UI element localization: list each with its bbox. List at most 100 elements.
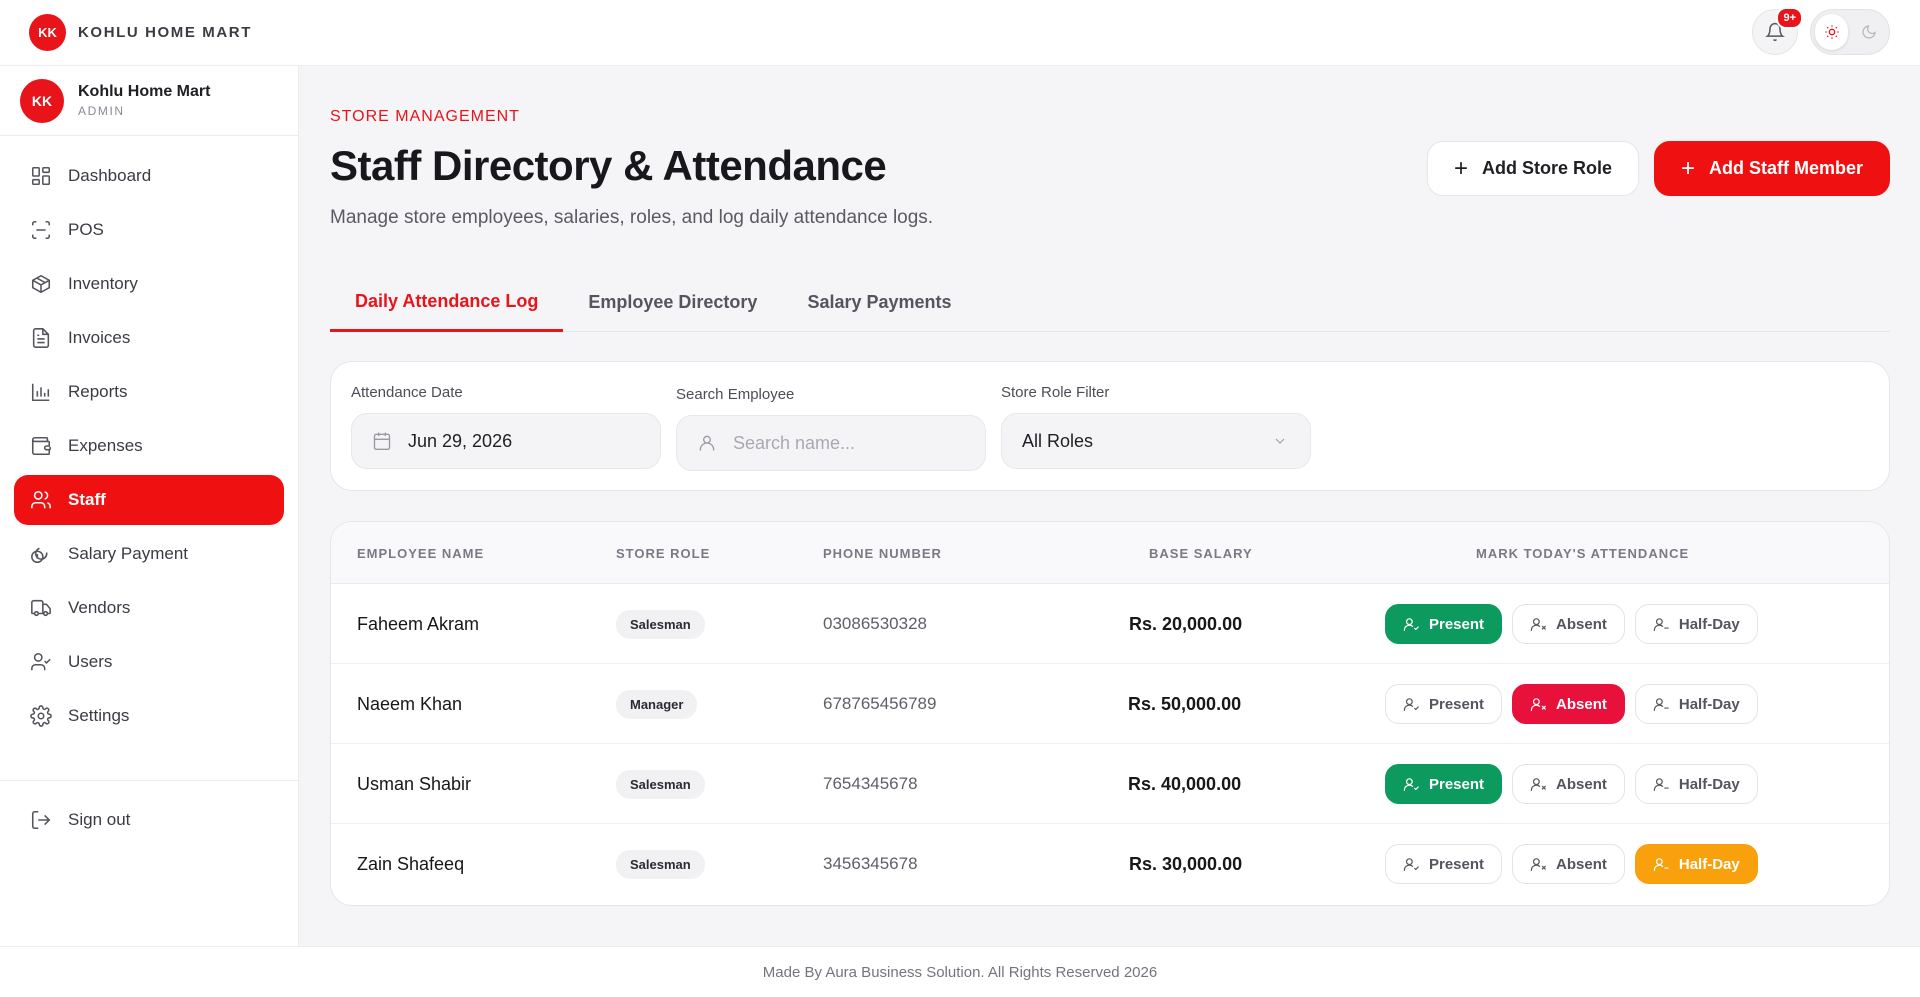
col-store-role: STORE ROLE (616, 546, 711, 561)
user-check-icon (31, 652, 51, 671)
half-day-label: Half-Day (1678, 615, 1740, 633)
user-check-icon (1403, 777, 1420, 791)
sidebar-item-label: Invoices (68, 328, 131, 347)
absent-label: Absent (1556, 695, 1607, 713)
sidebar-item-invoices[interactable]: Invoices (14, 313, 284, 363)
page-eyebrow: STORE MANAGEMENT (330, 108, 520, 125)
add-staff-member-button[interactable]: + Add Staff Member (1653, 141, 1890, 196)
base-salary: Rs. 30,000.00 (1129, 853, 1243, 874)
top-bar: KK KOHLU HOME MART 9+ (0, 0, 1920, 66)
bell-icon (1765, 22, 1785, 42)
add-store-role-button[interactable]: + Add Store Role (1426, 141, 1639, 196)
sidebar-item-label: Salary Payment (68, 544, 188, 563)
profile-role: ADMIN (78, 104, 125, 118)
sidebar-item-vendors[interactable]: Vendors (14, 583, 284, 633)
tab-salary-payments[interactable]: Salary Payments (807, 292, 952, 312)
search-filter: Search Employee Search name... (676, 386, 986, 471)
sidebar-item-label: Users (68, 652, 113, 671)
present-button[interactable]: Present (1385, 764, 1503, 804)
tab-daily-attendance-log[interactable]: Daily Attendance Log (330, 273, 564, 332)
sidebar-item-salary-payment[interactable]: Salary Payment (14, 529, 284, 579)
sidebar-item-expenses[interactable]: Expenses (14, 421, 284, 471)
sidebar-item-staff[interactable]: Staff (14, 475, 284, 525)
sidebar-item-dashboard[interactable]: Dashboard (14, 151, 284, 201)
sidebar-item-label: Staff (68, 490, 106, 509)
sidebar: KK Kohlu Home Mart ADMIN Dashboard POS I… (0, 66, 299, 946)
table-row: Usman Shabir Salesman 7654345678 Rs. 40,… (331, 744, 1889, 824)
present-button[interactable]: Present (1385, 604, 1503, 644)
half-day-button[interactable]: Half-Day (1634, 844, 1758, 884)
base-salary: Rs. 20,000.00 (1129, 613, 1243, 634)
date-picker[interactable]: Jun 29, 2026 (351, 413, 661, 469)
tabs: Daily Attendance Log Employee Directory … (330, 273, 1890, 332)
user-check-icon (1403, 617, 1420, 631)
sidebar-item-pos[interactable]: POS (14, 205, 284, 255)
absent-button[interactable]: Absent (1512, 684, 1625, 724)
role-badge: Salesman (616, 769, 705, 799)
add-store-role-label: Add Store Role (1481, 158, 1612, 178)
chevron-down-icon (1275, 438, 1285, 444)
user-x-icon (1530, 777, 1547, 791)
base-salary: Rs. 40,000.00 (1128, 773, 1242, 794)
role-badge: Manager (616, 689, 698, 719)
present-button[interactable]: Present (1385, 684, 1503, 724)
profile-name: Kohlu Home Mart (78, 83, 211, 100)
absent-button[interactable]: Absent (1512, 604, 1625, 644)
user-minus-icon (1653, 777, 1669, 791)
dark-mode-button[interactable] (1852, 14, 1885, 50)
half-day-button[interactable]: Half-Day (1634, 764, 1758, 804)
footer: Made By Aura Business Solution. All Righ… (0, 946, 1920, 997)
col-base-salary: BASE SALARY (1149, 546, 1253, 561)
attendance-buttons: Present Absent Half-Day (1385, 764, 1758, 804)
user-x-icon (1530, 617, 1547, 631)
sidebar-divider (0, 780, 298, 781)
present-label: Present (1429, 615, 1485, 633)
col-employee-name: EMPLOYEE NAME (357, 546, 485, 561)
role-badge: Salesman (616, 609, 705, 639)
notifications-button[interactable]: 9+ (1752, 7, 1803, 55)
light-mode-button[interactable] (1815, 14, 1848, 50)
attendance-table: EMPLOYEE NAME STORE ROLE PHONE NUMBER BA… (330, 521, 1890, 906)
dashboard-icon (31, 166, 51, 186)
sidebar-item-reports[interactable]: Reports (14, 367, 284, 417)
notification-badge: 9+ (1776, 7, 1803, 29)
col-mark-attendance: MARK TODAY'S ATTENDANCE (1476, 546, 1690, 561)
footer-text: Made By Aura Business Solution. All Righ… (762, 963, 1158, 981)
half-day-button[interactable]: Half-Day (1634, 684, 1758, 724)
search-input[interactable]: Search name... (676, 415, 986, 471)
sidebar-item-label: Expenses (68, 436, 143, 455)
date-filter: Attendance Date Jun 29, 2026 (351, 384, 661, 469)
half-day-button[interactable]: Half-Day (1634, 604, 1758, 644)
profile-card[interactable]: KK Kohlu Home Mart ADMIN (0, 66, 298, 136)
phone-number: 3456345678 (823, 854, 918, 873)
half-day-label: Half-Day (1678, 775, 1740, 793)
attendance-buttons: Present Absent Half-Day (1385, 844, 1758, 884)
role-select[interactable]: All Roles (1001, 413, 1311, 469)
table-row: Faheem Akram Salesman 03086530328 Rs. 20… (331, 584, 1889, 664)
absent-button[interactable]: Absent (1512, 764, 1625, 804)
absent-button[interactable]: Absent (1512, 844, 1625, 884)
sign-out-button[interactable]: Sign out (14, 795, 284, 845)
present-label: Present (1429, 855, 1485, 873)
search-filter-label: Search Employee (676, 386, 795, 403)
logout-icon (31, 810, 51, 830)
truck-icon (31, 599, 51, 617)
brand[interactable]: KK KOHLU HOME MART (29, 14, 252, 51)
sidebar-item-settings[interactable]: Settings (14, 691, 284, 741)
role-filter: Store Role Filter All Roles (1001, 384, 1311, 469)
brand-name: KOHLU HOME MART (78, 24, 252, 41)
role-filter-label: Store Role Filter (1001, 384, 1110, 401)
user-minus-icon (1653, 697, 1669, 711)
phone-number: 678765456789 (823, 694, 937, 713)
tab-employee-directory[interactable]: Employee Directory (588, 292, 758, 312)
present-button[interactable]: Present (1385, 844, 1503, 884)
sun-icon (1824, 25, 1839, 39)
table-header: EMPLOYEE NAME STORE ROLE PHONE NUMBER BA… (331, 522, 1889, 584)
sidebar-item-users[interactable]: Users (14, 637, 284, 687)
theme-toggle[interactable] (1810, 9, 1890, 55)
employee-name: Faheem Akram (357, 613, 480, 634)
plus-icon: + (1680, 154, 1695, 182)
avatar: KK (20, 78, 64, 123)
user-x-icon (1530, 857, 1547, 871)
sidebar-item-inventory[interactable]: Inventory (14, 259, 284, 309)
